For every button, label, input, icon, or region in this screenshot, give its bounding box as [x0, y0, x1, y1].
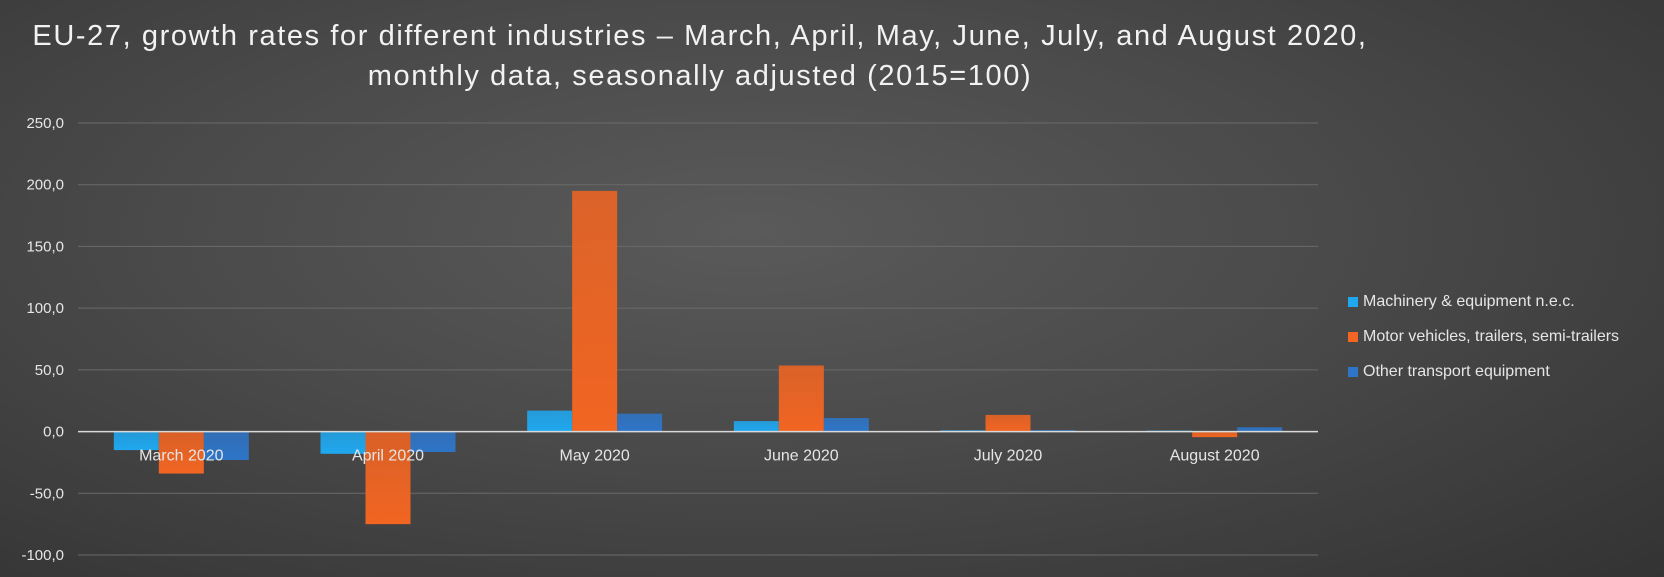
x-tick-label: August 2020 [1170, 448, 1260, 465]
bar-series-2 [1237, 427, 1283, 432]
bar-series-1 [1192, 431, 1238, 438]
legend-label-machinery: Machinery & equipment n.e.c. [1363, 292, 1575, 310]
y-tick-label: 100,0 [26, 300, 64, 317]
bar-series-2 [823, 417, 869, 432]
legend-swatch-machinery [1348, 296, 1358, 307]
legend-item-motor-vehicles: Motor vehicles, trailers, semi-trailers [1348, 325, 1619, 348]
legend-item-machinery: Machinery & equipment n.e.c. [1348, 290, 1619, 313]
bar-series-1 [985, 414, 1031, 432]
y-tick-label: -100,0 [21, 547, 64, 564]
bar-series-0 [527, 410, 573, 432]
x-tick-label: April 2020 [352, 448, 424, 465]
y-tick-label: 250,0 [26, 115, 64, 132]
y-tick-label: 0,0 [43, 424, 64, 441]
y-tick-label: 200,0 [26, 177, 64, 194]
x-tick-label: June 2020 [764, 448, 839, 465]
y-tick-label: 50,0 [35, 362, 64, 379]
bar-series-2 [617, 413, 663, 432]
legend: Machinery & equipment n.e.c. Motor vehic… [1348, 290, 1619, 395]
bar-series-0 [733, 421, 779, 432]
y-tick-label: -50,0 [30, 485, 64, 502]
legend-swatch-motor-vehicles [1348, 331, 1358, 342]
bar-series-2 [203, 431, 249, 460]
bar-series-0 [320, 431, 366, 454]
bar-series-0 [113, 431, 159, 451]
y-tick-label: 150,0 [26, 238, 64, 255]
legend-label-other-transport: Other transport equipment [1363, 362, 1550, 380]
chart-title: EU-27, growth rates for different indust… [32, 20, 1368, 92]
legend-item-other-transport: Other transport equipment [1348, 360, 1619, 383]
bar-series-1 [778, 365, 824, 432]
legend-swatch-other-transport [1348, 366, 1358, 377]
bar-series-1 [158, 431, 204, 474]
x-tick-label: July 2020 [974, 448, 1043, 465]
bar-series-2 [410, 431, 456, 452]
bar-series-1 [365, 431, 411, 525]
legend-label-motor-vehicles: Motor vehicles, trailers, semi-trailers [1363, 327, 1620, 345]
bar-series-1 [572, 190, 618, 432]
x-tick-label: March 2020 [139, 448, 224, 465]
x-tick-label: May 2020 [560, 448, 630, 465]
